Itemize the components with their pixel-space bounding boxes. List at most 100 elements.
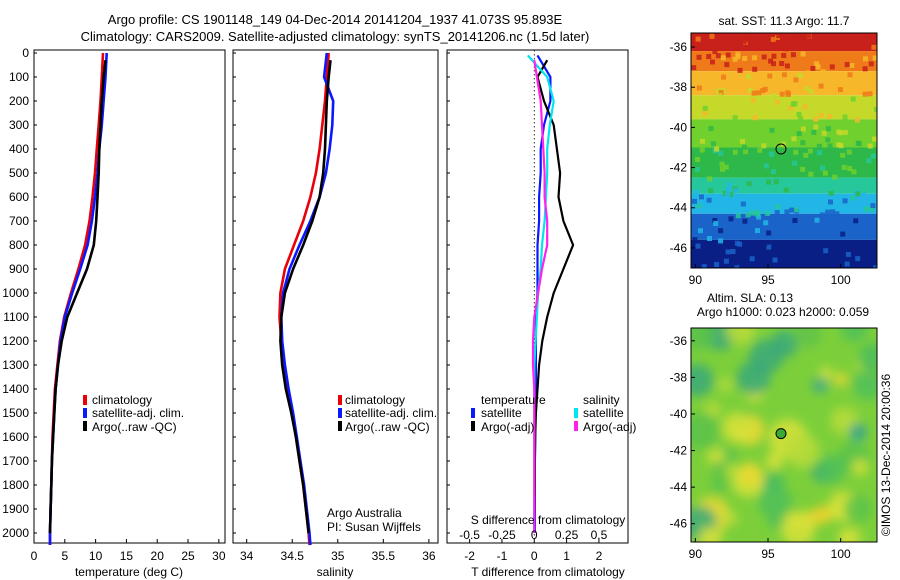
series-line-argo-adj--temperature [533, 59, 575, 534]
sst-pixel [696, 85, 702, 91]
x-tick-label: -1 [497, 549, 508, 563]
sst-pixel [766, 244, 772, 250]
sst-pixel [752, 55, 757, 61]
sst-pixel [827, 143, 833, 149]
sla-anomaly-blob [844, 494, 872, 523]
map-x-tick-label: 95 [761, 273, 775, 287]
sla-anomaly-blob [791, 328, 821, 349]
sst-pixel [718, 150, 724, 156]
sst-pixel [733, 260, 739, 266]
sst-pixel [693, 189, 699, 195]
sst-pixel [737, 67, 743, 73]
sst-pixel [743, 149, 748, 155]
sst-pixel [783, 46, 789, 52]
x-tick-label: 5 [61, 549, 68, 563]
sst-pixel [815, 64, 821, 70]
sst-pixel [788, 105, 794, 111]
map-y-tick-label: -40 [670, 120, 688, 134]
sst-pixel [745, 212, 751, 218]
sst-pixel [847, 166, 853, 172]
depth-tick-label: 700 [9, 214, 29, 228]
sst-pixel [766, 230, 772, 236]
x-tick-label: 0 [531, 549, 538, 563]
sst-pixel [840, 152, 846, 158]
sla-map-title-line1: Altim. SLA: 0.13 [707, 291, 793, 305]
sst-pixel [757, 38, 763, 44]
sst-pixel [767, 73, 773, 79]
sst-pixel [784, 63, 790, 69]
sst-pixel [825, 209, 831, 215]
legend-label-satellite: satellite-adj. clim. [345, 406, 437, 420]
sst-pixel [868, 61, 874, 67]
sla-anomaly-blob [834, 372, 848, 387]
x-tick-label: 15 [120, 549, 134, 563]
sst-pixel [806, 70, 812, 76]
sla-map-axes: 90 95 100 -36 -38 -40 -42 -44 -46 [670, 334, 851, 561]
argo-position-marker [775, 428, 787, 440]
sst-pixel [756, 214, 762, 220]
map-y-tick-label: -42 [670, 444, 688, 458]
sst-pixel [723, 164, 729, 170]
sst-pixel [871, 44, 877, 50]
sst-pixel [786, 244, 792, 250]
sst-pixel [808, 171, 814, 177]
map-y-tick-label: -42 [670, 161, 688, 175]
sst-pixel [828, 190, 834, 196]
legend-label-s-satellite: satellite [583, 406, 624, 420]
sst-pixel [718, 228, 724, 234]
sst-pixel [728, 216, 734, 222]
sst-pixel [702, 110, 708, 116]
sst-pixel [724, 62, 730, 68]
sst-pixel [753, 259, 759, 264]
series-line-argo-adj--salinity [531, 60, 549, 533]
sla-anomaly-blob [698, 526, 722, 542]
sst-pixel [735, 51, 741, 57]
depth-tick-label: 400 [9, 142, 29, 156]
sst-pixel [810, 65, 816, 71]
sla-anomaly-blob [849, 423, 867, 441]
sst-pixel [783, 187, 789, 193]
sla-anomaly-blob [691, 412, 720, 450]
sst-pixel [867, 91, 873, 97]
sst-pixel [821, 130, 827, 136]
sst-pixel [768, 58, 774, 64]
sst-pixel [765, 210, 770, 216]
figure-title-line2: Climatology: CARS2009. Satellite-adjuste… [81, 29, 590, 44]
sst-pixel [746, 74, 751, 80]
sst-pixel [872, 55, 877, 61]
sst-pixel [802, 104, 808, 110]
sst-pixel [755, 210, 760, 216]
sst-pixel [864, 206, 869, 212]
sst-pixel [696, 54, 702, 60]
sst-pixel [853, 218, 859, 224]
sla-anomaly-blob [757, 484, 793, 520]
sst-pixel [775, 204, 781, 210]
x-tick-label: 0 [31, 549, 38, 563]
sst-pixel [800, 140, 806, 146]
sst-pixel [793, 77, 799, 83]
s-tick-label: -0.25 [488, 528, 516, 542]
difference-top-axis-label: S difference from climatology [471, 513, 626, 527]
sst-pixel [760, 88, 766, 94]
sst-pixel [714, 146, 720, 152]
sst-pixel [702, 105, 708, 111]
sst-pixel [693, 193, 699, 199]
legend-label-argo: Argo(..raw -QC) [92, 420, 177, 434]
sla-anomaly-blob [781, 512, 815, 542]
sst-pixel [792, 218, 798, 223]
sst-pixel [715, 88, 721, 94]
sla-anomaly-blob [785, 433, 820, 468]
sst-pixel [830, 266, 836, 268]
sst-pixel [761, 143, 767, 149]
legend-label-climatology: climatology [345, 393, 405, 407]
sst-pixel [708, 188, 714, 194]
sla-anomaly-blob [768, 514, 783, 530]
sla-anomaly-blob [840, 328, 869, 342]
sst-pixel [816, 143, 822, 149]
map-y-tick-label: -38 [670, 370, 688, 384]
sst-pixel [755, 228, 760, 234]
sst-pixel [818, 83, 824, 89]
sst-pixel [822, 170, 828, 176]
sst-pixel [771, 61, 776, 67]
